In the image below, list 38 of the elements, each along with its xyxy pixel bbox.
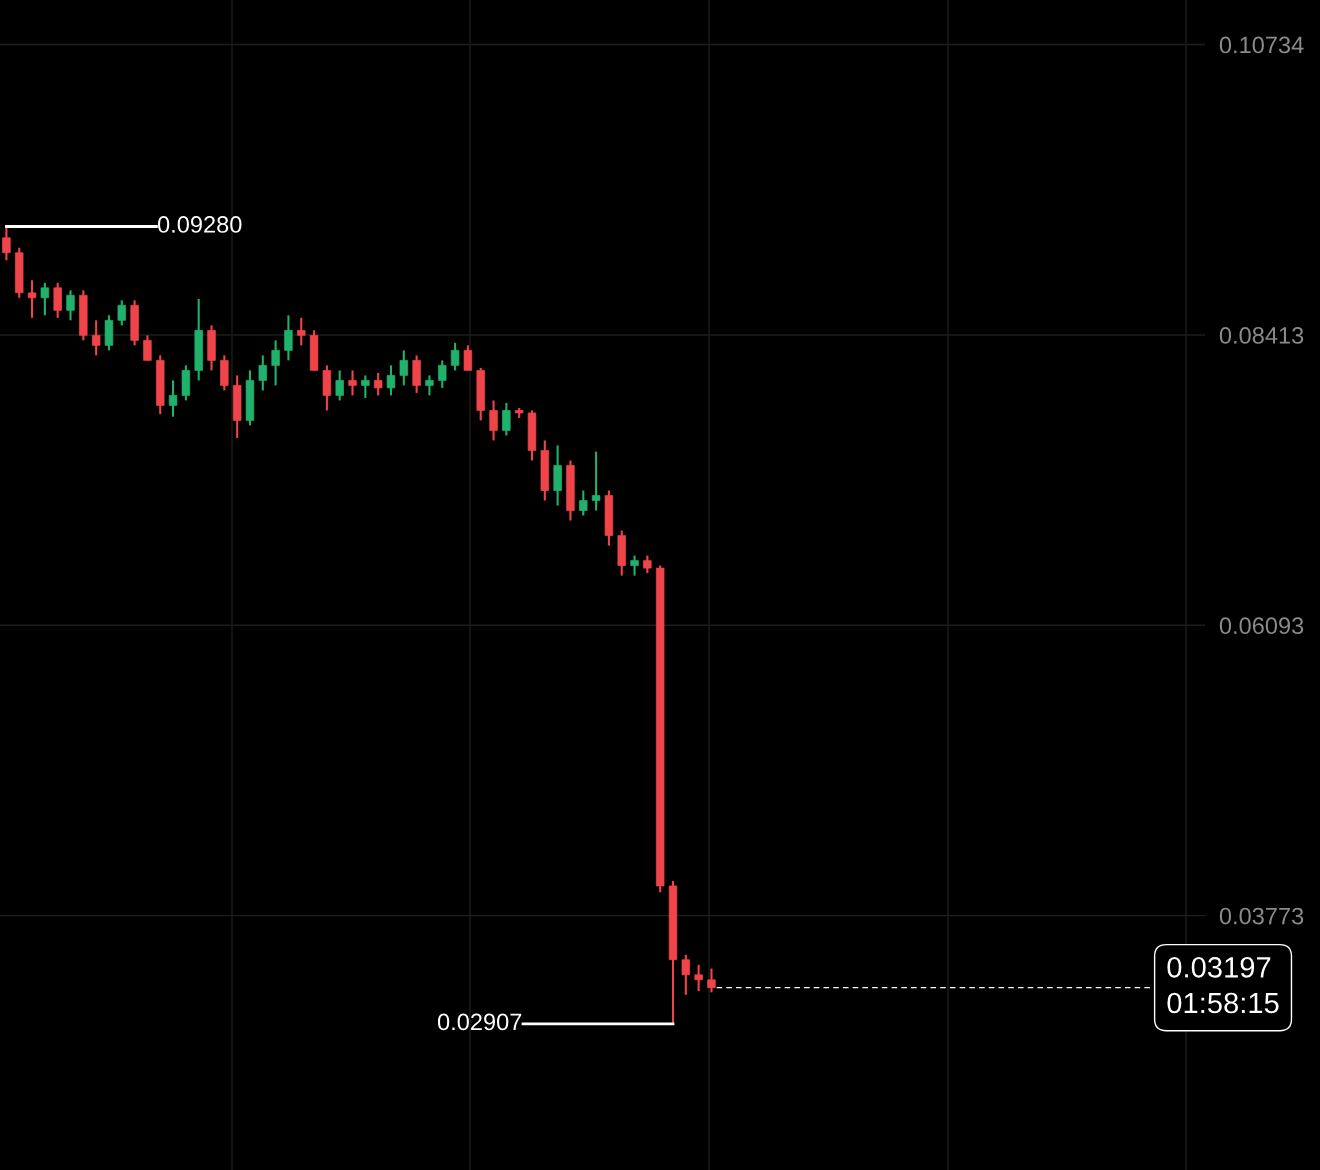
candlestick: [27, 279, 37, 319]
annotation: 0.09280: [157, 216, 242, 233]
candlestick: [463, 344, 473, 372]
candlestick: [386, 364, 396, 397]
y-tick-label: 0.08413: [1219, 327, 1304, 344]
candlestick: [425, 374, 434, 397]
y-tick-label: 0.06093: [1219, 617, 1304, 635]
candlestick: [399, 349, 408, 387]
y-tick-label: 0.03773: [1219, 907, 1304, 925]
candlestick: [91, 319, 101, 357]
candlestick: [489, 399, 498, 442]
candlestick: [450, 341, 460, 372]
candlestick: [707, 967, 716, 994]
candlestick: [117, 299, 126, 327]
candlestick: [284, 314, 293, 362]
candlestick: [258, 354, 267, 392]
candlestick: [40, 281, 50, 317]
candlestick: [53, 281, 62, 319]
candlestick: [348, 369, 357, 397]
candlestick: [630, 554, 639, 577]
y-tick-label: 0.10734: [1219, 36, 1304, 54]
candlestick: [143, 334, 152, 362]
candlestick: [579, 489, 588, 517]
candlestick: [438, 359, 447, 389]
candlestick: [271, 339, 280, 387]
candlestick: [66, 289, 75, 322]
candlestick: [2, 225, 11, 262]
candlestick: [361, 374, 370, 399]
candlestick: [681, 953, 691, 996]
candlestick: [297, 316, 306, 347]
candlestick: [335, 369, 344, 402]
ref-line-label: 0.03197 01:58:15: [1167, 957, 1279, 1014]
candlestick: [502, 401, 511, 437]
annotation: 0.02907: [437, 1013, 522, 1031]
candlestick: [373, 371, 383, 397]
candlestick: [591, 450, 601, 512]
candlestick: [694, 963, 703, 993]
candlestick: [168, 379, 178, 418]
